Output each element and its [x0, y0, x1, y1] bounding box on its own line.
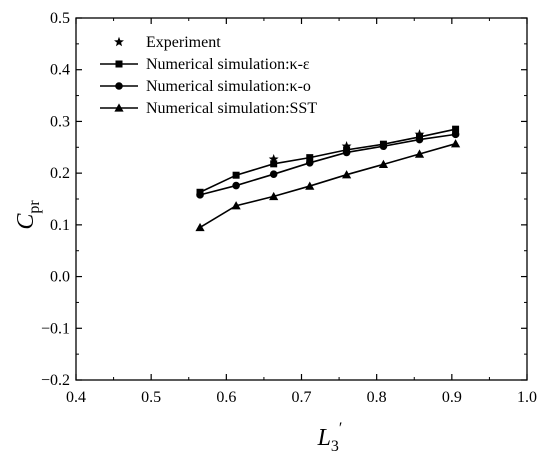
x-tick-label: 0.5 [141, 389, 161, 406]
legend-label: Numerical simulation:κ-ο [146, 78, 311, 95]
y-axis-symbol: C [13, 213, 39, 230]
y-axis-title: Cpr [13, 200, 43, 230]
legend-marker [115, 82, 123, 90]
data-point [196, 188, 204, 196]
series-square [196, 125, 460, 196]
y-tick-label: 0.3 [50, 113, 70, 130]
data-point [232, 171, 240, 179]
series-line [199, 142, 456, 229]
data-point [268, 153, 279, 164]
data-point [269, 170, 278, 178]
data-point [232, 181, 240, 190]
y-tick-label: −0.1 [41, 320, 70, 337]
legend-label: Experiment [146, 34, 221, 51]
series-star [268, 129, 425, 164]
axis-ticks: 0.4 0.5 0.6 0.7 0.8 0.9 1.0 −0.2 −0.1 0.0 0.1 0.2 0.… [41, 10, 537, 406]
x-axis-subscript: 3 [331, 438, 339, 455]
data-point [306, 154, 314, 162]
y-tick-label: −0.2 [41, 372, 70, 389]
series-line [199, 128, 456, 194]
y-tick-label: 0.0 [50, 269, 70, 286]
x-axis-symbol: L [317, 425, 331, 451]
data-point [269, 191, 279, 201]
legend-item: Numerical simulation:κ-ε [100, 56, 310, 73]
legend-marker [114, 103, 124, 112]
y-tick-label: 0.1 [50, 217, 70, 234]
data-point [342, 170, 352, 179]
y-tick-label: 0.5 [50, 10, 70, 27]
x-axis-prime: ′ [339, 420, 343, 437]
data-point [231, 201, 241, 210]
x-tick-label: 0.8 [367, 389, 387, 406]
data-point [450, 139, 461, 148]
data-point [416, 133, 424, 141]
legend: Experiment Numerical simulation:κ-ε Numeri… [100, 34, 317, 117]
data-point [341, 141, 352, 151]
legend-item: Experiment [114, 34, 221, 51]
y-tick-label: 0.2 [50, 165, 70, 182]
data-point [343, 146, 351, 154]
data-point [195, 222, 205, 232]
x-tick-label: 0.7 [292, 389, 312, 406]
y-tick-label: 0.4 [50, 62, 70, 79]
series-layer [195, 125, 461, 232]
legend-item: Numerical simulation:κ-ο [100, 78, 311, 95]
x-tick-label: 1.0 [517, 389, 537, 406]
legend-label: Numerical simulation:κ-ε [146, 56, 310, 73]
x-axis-title: L3′ [317, 420, 343, 455]
x-tick-label: 0.9 [442, 389, 462, 406]
legend-marker [114, 36, 124, 47]
x-tick-label: 0.6 [216, 389, 236, 406]
plot-frame [75, 17, 528, 381]
data-point [452, 125, 460, 133]
x-tick-label: 0.4 [66, 389, 86, 406]
data-point [379, 140, 387, 148]
data-point [270, 160, 278, 168]
data-point [378, 159, 389, 169]
legend-label: Numerical simulation:SST [146, 100, 317, 117]
y-axis-subscript: pr [26, 200, 43, 214]
data-point [414, 129, 425, 139]
series-line [199, 133, 456, 196]
series-circle [196, 130, 460, 199]
data-point [414, 149, 425, 158]
legend-marker [115, 60, 123, 68]
series-triangle [195, 139, 461, 232]
legend-item: Numerical simulation:SST [100, 100, 317, 117]
data-point [305, 181, 315, 190]
